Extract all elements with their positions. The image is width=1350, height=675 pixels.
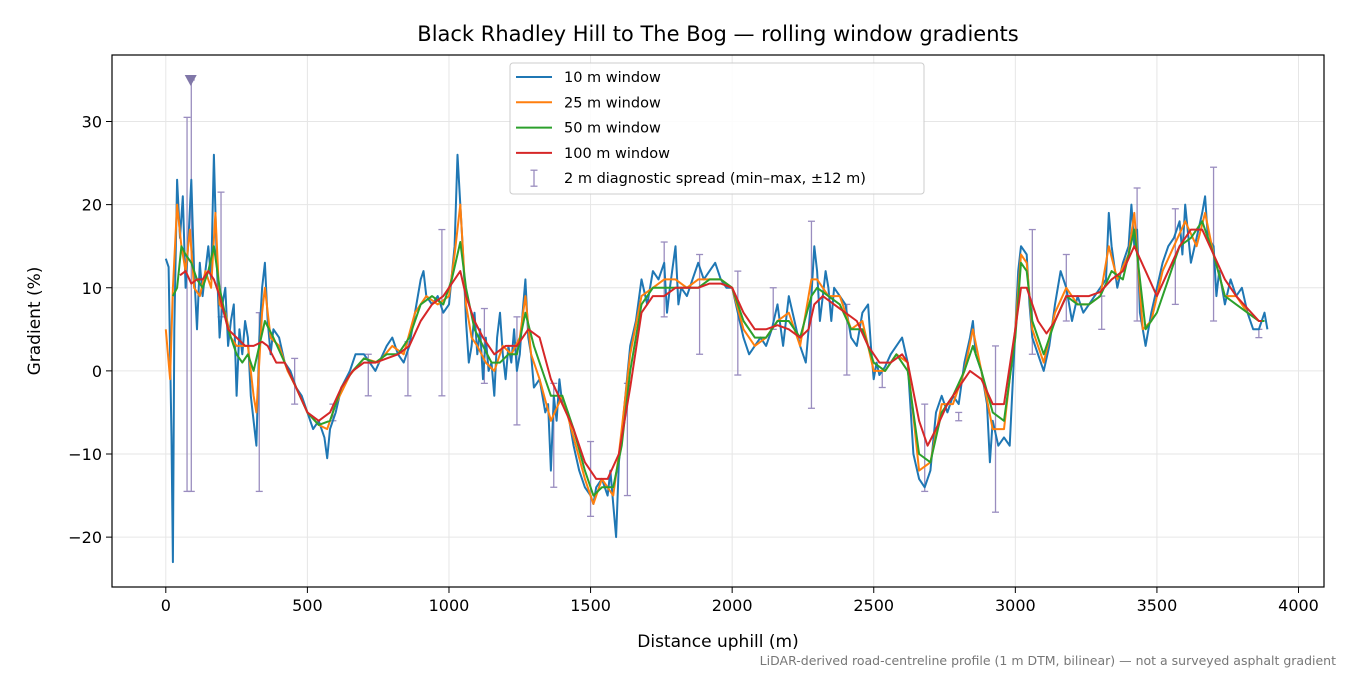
legend-entry: 10 m window [516,70,661,86]
diagnostic-spread-bar [955,411,963,422]
footnote: LiDAR-derived road-centreline profile (1… [760,653,1336,668]
legend-entry: 2 m diagnostic spread (min–max, ±12 m) [530,169,866,187]
x-tick-label: 3000 [995,596,1036,615]
y-tick-label: −20 [68,528,102,547]
x-axis-label: Distance uphill (m) [637,632,798,652]
diagnostic-spread-bar [1210,166,1218,322]
y-tick-label: 30 [82,113,102,132]
x-tick-label: 1500 [570,596,611,615]
plot-area [164,74,1269,564]
chart-title: Black Rhadley Hill to The Bog — rolling … [417,22,1018,46]
x-tick-label: 500 [292,596,323,615]
diagnostic-spread-bar [696,253,704,355]
y-axis-label: Gradient (%) [25,267,45,376]
legend-box [509,62,925,195]
legend-entry: 100 m window [516,146,670,162]
y-tick-label: 0 [92,362,102,381]
diagnostic-spread-bar [921,403,929,493]
series-line-2 [164,203,1265,505]
diagnostic-spread-bar [438,228,446,397]
clipped-value-marker [184,74,197,86]
x-tick-label: 2500 [853,596,894,615]
x-tick-label: 3500 [1137,596,1178,615]
legend-label: 10 m window [564,70,661,86]
x-tick-label: 4000 [1278,596,1319,615]
legend-entry: 50 m window [516,121,661,137]
x-tick-label: 1000 [429,596,470,615]
legend-label: 2 m diagnostic spread (min–max, ±12 m) [564,171,866,187]
series-lines [164,153,1269,564]
legend: 10 m window 25 m window 50 m window 100 m w… [509,62,925,195]
legend-label: 50 m window [564,121,661,137]
axis-ticks: 0 500 1000 1500 2000 2500 3000 3500 4000 −20 −10 0 1… [68,113,1319,616]
y-tick-label: 20 [82,196,102,215]
plot-frame [111,54,1325,588]
diagnostic-spread-bar [587,440,595,517]
legend-label: 25 m window [564,95,661,111]
diagnostic-spread-bar [734,270,742,376]
x-tick-label: 2000 [712,596,753,615]
series-line-1 [164,153,1269,564]
legend-entry: 25 m window [516,95,661,111]
legend-label: 100 m window [564,146,670,162]
series-line-4 [179,228,1262,480]
x-tick-label: 0 [161,596,171,615]
y-tick-label: 10 [82,279,102,298]
y-tick-label: −10 [68,445,102,464]
